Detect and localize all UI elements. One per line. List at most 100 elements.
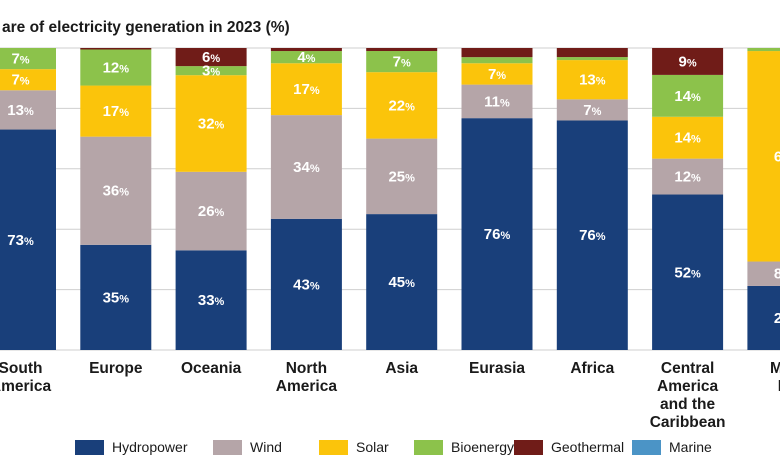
bar-europe-bioenergy [80, 49, 152, 86]
bar-oceania-bioenergy [175, 66, 247, 76]
bar-africa-geothermal [556, 48, 628, 58]
legend-swatch [75, 440, 104, 455]
data-label: 7% [488, 66, 506, 83]
bar-africa-bioenergy [556, 57, 628, 61]
category-label: Oceania [181, 360, 242, 377]
bar-eurasia-geothermal [461, 48, 533, 58]
legend-swatch [319, 440, 348, 455]
data-label: 14% [674, 88, 701, 105]
bar-europe-wind [80, 136, 152, 245]
chart-title: are of electricity generation in 2023 (%… [2, 19, 290, 36]
bar-mic-e-hydropower [747, 285, 780, 350]
data-label: 35% [103, 289, 130, 306]
legend-swatch [514, 440, 543, 455]
bar-asia-geothermal [366, 48, 438, 52]
bar-africa-solar [556, 60, 628, 100]
category-label: Central America and the Caribbean [650, 360, 726, 431]
bar-central-america-and-the-caribbean-wind [652, 158, 724, 195]
data-label: 7% [11, 51, 29, 68]
data-label: 45% [388, 274, 415, 291]
bar-asia-bioenergy [366, 51, 438, 73]
category-label: North America [276, 360, 338, 395]
data-label: 34% [293, 159, 320, 176]
legend-label: Wind [250, 439, 282, 455]
data-label: 33% [198, 292, 225, 309]
bar-eurasia-bioenergy [461, 57, 533, 64]
legend-label: Marine [669, 439, 712, 455]
bar-asia-wind [366, 138, 438, 215]
category-label: MicE [770, 360, 780, 395]
data-label: 6% [774, 148, 780, 165]
bars [0, 48, 780, 350]
data-label: 6% [202, 49, 220, 66]
legend-swatch [213, 440, 242, 455]
bar-asia-hydropower [366, 214, 438, 350]
data-label: 14% [674, 130, 701, 147]
data-label: 17% [103, 103, 130, 120]
bar-central-america-and-the-caribbean-geothermal [652, 48, 724, 75]
data-label: 12% [674, 169, 701, 186]
category-label: Europe [89, 360, 143, 377]
bar-oceania-geothermal [175, 48, 247, 67]
category-label: SouthAmerica [0, 360, 51, 395]
legend-label: Solar [356, 439, 389, 455]
legend-item-bioenergy: Bioenergy [414, 439, 514, 455]
category-label: Eurasia [469, 360, 525, 377]
bar-central-america-and-the-caribbean-solar [652, 116, 724, 159]
legend-label: Geothermal [551, 439, 624, 455]
bar-north-america-wind [270, 115, 342, 219]
data-label: 52% [674, 264, 701, 281]
category-label: Asia [385, 360, 418, 377]
data-label: 4% [297, 49, 315, 66]
data-label: 11% [484, 93, 510, 110]
legend-label: Hydropower [112, 439, 188, 455]
legend-item-geothermal: Geothermal [514, 439, 624, 455]
data-label: 73% [7, 232, 34, 249]
bar-north-america-solar [270, 63, 342, 116]
bar-mic-e-solar [747, 51, 780, 262]
bar-eurasia-hydropower [461, 118, 533, 350]
bar-oceania-solar [175, 75, 247, 172]
data-label: 7% [393, 54, 411, 71]
bar-north-america-hydropower [270, 218, 342, 350]
legend-item-hydropower: Hydropower [75, 439, 188, 455]
bar-mic-e-bioenergy [747, 48, 780, 52]
data-label: 36% [103, 183, 130, 200]
data-label: 13% [7, 102, 34, 119]
legend-item-marine: Marine [632, 439, 712, 455]
data-label: 3% [202, 63, 220, 80]
legend-label: Bioenergy [451, 439, 514, 455]
bar-africa-wind [556, 99, 628, 121]
bar-north-america-geothermal [270, 48, 342, 52]
data-label: 76% [579, 227, 606, 244]
data-label: 13% [579, 72, 606, 89]
data-label: 12% [103, 60, 130, 77]
bar-south-america-hydropower [0, 129, 56, 350]
data-labels: 73%13%7%7%35%36%17%12%33%26%32%3%6%43%34… [7, 49, 780, 327]
bar-europe-geothermal [80, 48, 152, 50]
legend-swatch [632, 440, 661, 455]
data-label: 25% [388, 168, 415, 185]
data-label: 32% [198, 116, 225, 133]
bar-mic-e-wind [747, 261, 780, 286]
bar-asia-solar [366, 72, 438, 139]
bar-eurasia-solar [461, 63, 533, 85]
data-label: 7% [11, 72, 29, 89]
data-label: 8% [774, 266, 780, 283]
bar-eurasia-wind [461, 84, 533, 119]
bar-oceania-wind [175, 171, 247, 251]
data-label: 43% [293, 276, 320, 293]
data-label: 22% [388, 97, 415, 114]
legend-item-wind: Wind [213, 439, 282, 455]
data-label: 26% [198, 203, 225, 220]
bar-central-america-and-the-caribbean-bioenergy [652, 74, 724, 117]
legend: Hydropower Wind Solar Bioenergy Geothermal Ma… [75, 439, 712, 455]
bar-central-america-and-the-caribbean-hydropower [652, 194, 724, 350]
data-label: 76% [484, 226, 511, 243]
bar-africa-hydropower [556, 120, 628, 350]
bar-europe-hydropower [80, 244, 152, 350]
bar-south-america-bioenergy [0, 48, 56, 70]
